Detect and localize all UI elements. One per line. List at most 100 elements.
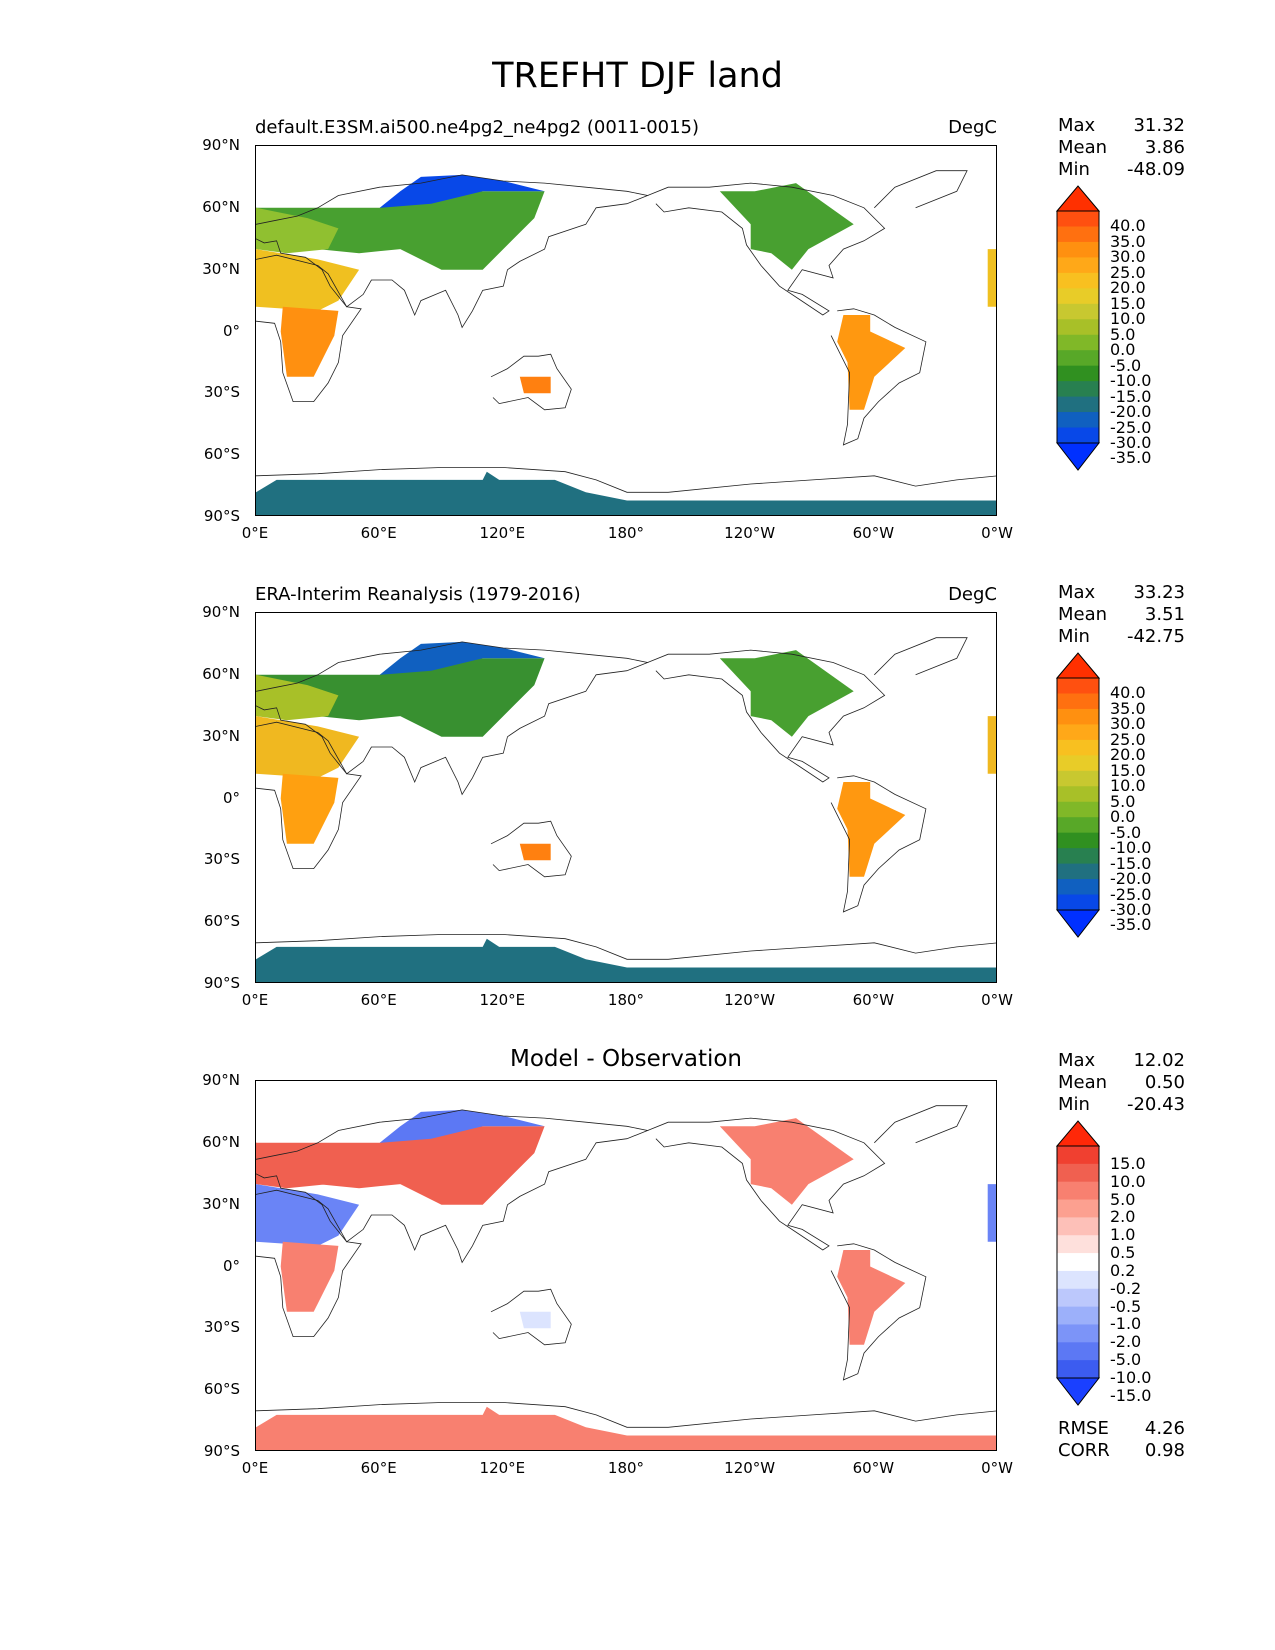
colorbar-segment <box>1057 1270 1099 1290</box>
colorbar-tick-label: -5.0 <box>1110 355 1142 375</box>
colorbar-segment <box>1057 272 1099 289</box>
figure-title: TREFHT DJF land <box>492 56 783 96</box>
colorbar-segment <box>1057 1288 1099 1308</box>
y-tick-label: 30°N <box>202 726 240 745</box>
region-central-africa <box>280 306 339 377</box>
map-canvas <box>256 637 996 982</box>
x-tick-label: 180° <box>607 1459 645 1477</box>
colorbar-segment <box>1057 693 1099 710</box>
colorbar-extend-max <box>1056 1120 1100 1147</box>
colorbar-tick-label: -1.0 <box>1110 1314 1142 1334</box>
y-tick-label: 90°S <box>203 1442 240 1460</box>
colorbar-segment <box>1057 211 1099 227</box>
colorbar-segment <box>1057 1342 1099 1361</box>
x-tick-label: 0°E <box>241 991 269 1009</box>
stat-row: CORR 0.98 <box>1058 1440 1185 1462</box>
y-tick-label: 60°S <box>203 1380 240 1399</box>
panel-title: Model - Observation <box>509 1046 743 1072</box>
stat-label: Max <box>1058 1050 1096 1071</box>
x-tick-label: 0°E <box>241 1459 269 1477</box>
stat-value: 3.51 <box>1144 604 1185 625</box>
region-eurasia-north <box>256 658 545 737</box>
stat-value: 4.26 <box>1144 1418 1185 1439</box>
colorbar-segment <box>1057 1235 1099 1254</box>
colorbar-tick-label: -20.0 <box>1110 402 1152 422</box>
error-stats-block: RMSE 4.26 CORR 0.98 <box>1058 1418 1185 1462</box>
panel-units: DegC <box>948 117 997 138</box>
coastline <box>830 775 927 913</box>
x-tick-label: 60°E <box>360 524 397 542</box>
colorbar-tick-label: 0.2 <box>1110 1260 1136 1280</box>
colorbar-tick-label: -15.0 <box>1110 853 1152 873</box>
colorbar-segment <box>1057 365 1099 382</box>
stat-row: Max 12.02 <box>1058 1050 1185 1072</box>
colorbar-segment <box>1057 848 1099 865</box>
colorbar-segment <box>1057 801 1099 818</box>
colorbar-tick-label: 30.0 <box>1110 247 1146 267</box>
colorbar-segment <box>1057 1199 1099 1218</box>
x-tick-label: 0°W <box>981 1459 1013 1477</box>
colorbar-tick-label: 40.0 <box>1110 683 1146 703</box>
colorbar-tick-label: 35.0 <box>1110 698 1146 718</box>
colorbar-tick-label: -35.0 <box>1110 915 1152 935</box>
colorbar-tick-label: 0.0 <box>1110 340 1136 360</box>
colorbar-segment <box>1057 350 1099 367</box>
colorbar-segment <box>1057 334 1099 351</box>
colorbar-segment <box>1057 381 1099 398</box>
colorbar-tick-label: 35.0 <box>1110 231 1146 251</box>
colorbar <box>1056 185 1100 471</box>
stat-value: -42.75 <box>1126 626 1185 647</box>
colorbar-segment <box>1057 303 1099 320</box>
y-tick-label: 0° <box>222 1256 240 1275</box>
stat-row: Min -48.09 <box>1058 159 1185 181</box>
stat-label: Mean <box>1058 137 1108 158</box>
coastline <box>490 353 572 411</box>
y-tick-label: 90°N <box>202 603 240 621</box>
colorbar-tick-label: 1.0 <box>1110 1225 1136 1245</box>
x-tick-label: 0°W <box>981 991 1013 1009</box>
colorbar-tick-label: -10.0 <box>1110 1368 1152 1387</box>
stat-label: CORR <box>1058 1440 1110 1461</box>
x-tick-label: 120°W <box>724 524 776 542</box>
colorbar-tick-label: 25.0 <box>1110 729 1146 749</box>
coastline <box>874 170 968 209</box>
y-tick-label: 90°S <box>203 974 240 992</box>
colorbar-segment <box>1057 1253 1099 1272</box>
colorbar-tick-label: -25.0 <box>1110 417 1152 437</box>
coastline <box>256 254 362 402</box>
stat-value: -48.09 <box>1126 159 1185 180</box>
colorbar-tick-label: 25.0 <box>1110 262 1146 282</box>
region-north-africa <box>256 249 360 311</box>
colorbar-tick-label: -25.0 <box>1110 884 1152 904</box>
colorbar-tick-label: 5.0 <box>1110 324 1136 344</box>
colorbar-segment <box>1057 427 1099 444</box>
colorbar-tick-label: -5.0 <box>1110 822 1142 842</box>
stat-row: Mean 0.50 <box>1058 1072 1185 1094</box>
coastline <box>256 721 362 869</box>
stat-label: Mean <box>1058 1072 1108 1093</box>
stat-row: RMSE 4.26 <box>1058 1418 1185 1440</box>
colorbar-segment <box>1057 770 1099 787</box>
x-tick-label: 120°E <box>479 991 526 1009</box>
colorbar-tick-label: 5.0 <box>1110 791 1136 811</box>
colorbar-tick-label: -10.0 <box>1110 838 1152 858</box>
stat-value: 31.32 <box>1133 115 1185 136</box>
x-tick-label: 60°W <box>852 1459 895 1477</box>
colorbar-segment <box>1057 879 1099 896</box>
stat-label: RMSE <box>1058 1418 1109 1439</box>
region-antarctica <box>256 1406 996 1450</box>
colorbar-tick-label: -10.0 <box>1110 371 1152 391</box>
region-antarctica <box>256 938 996 982</box>
colorbar-tick-label: 15.0 <box>1110 293 1146 313</box>
x-tick-label: 120°E <box>479 524 526 542</box>
coastline <box>874 1105 968 1144</box>
stat-row: Max 31.32 <box>1058 115 1185 137</box>
coastline <box>490 1288 572 1346</box>
panel-title: ERA-Interim Reanalysis (1979-2016) <box>255 584 581 605</box>
y-tick-label: 30°S <box>203 383 240 402</box>
region-south-america <box>837 782 906 877</box>
colorbar-segment <box>1057 755 1099 772</box>
colorbar-tick-label: 0.0 <box>1110 807 1136 827</box>
colorbar-segment <box>1057 863 1099 880</box>
